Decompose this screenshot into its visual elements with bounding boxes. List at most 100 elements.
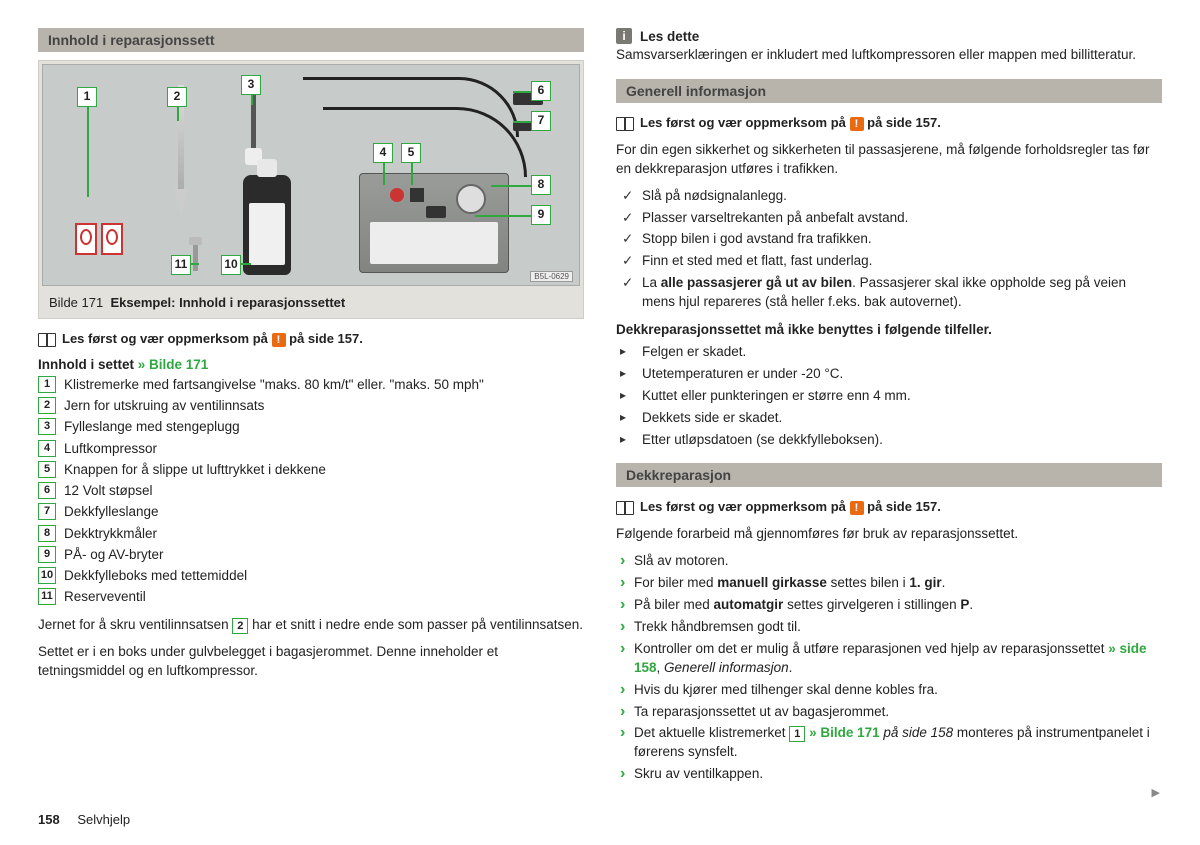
safety-checklist: Slå på nødsignalanlegg. Plasser varseltre… [616, 187, 1162, 312]
callout-11: 11 [171, 255, 191, 275]
list-item: 3 Fylleslange med stengeplugg [38, 418, 584, 436]
list-item: Stopp bilen i god avstand fra trafikken. [616, 230, 1162, 249]
inline-ref-1: 1 [789, 726, 805, 742]
list-item: 6 12 Volt støpsel [38, 482, 584, 500]
callout-8: 8 [531, 175, 551, 195]
item-number: 9 [38, 546, 56, 563]
list-item: 1 Klistremerke med fartsangivelse "maks. … [38, 376, 584, 394]
item-text: Dekktrykkmåler [64, 525, 157, 543]
callout-10: 10 [221, 255, 241, 275]
continue-indicator: ▶ [1152, 786, 1160, 799]
item-text: PÅ- og AV-bryter [64, 546, 164, 564]
item-text: 12 Volt støpsel [64, 482, 153, 500]
kit-item-list: 1 Klistremerke med fartsangivelse "maks. … [38, 376, 584, 606]
diagram-sealant-bottle [243, 175, 291, 275]
inline-ref-2: 2 [232, 618, 248, 634]
list-item: 4 Luftkompressor [38, 440, 584, 458]
list-item: Slå på nødsignalanlegg. [616, 187, 1162, 206]
figure-link[interactable]: » Bilde 171 [138, 357, 209, 372]
page-number: 158 [38, 812, 60, 827]
read-first-right-2: Les først og vær oppmerksom på ! på side… [616, 499, 1162, 515]
list-item: Finn et sted med et flatt, fast underlag… [616, 252, 1162, 271]
page-section: Selvhjelp [77, 812, 130, 827]
list-item: Trekk håndbremsen godt til. [616, 618, 1162, 637]
list-item: 10 Dekkfylleboks med tettemiddel [38, 567, 584, 585]
item-text: Fylleslange med stengeplugg [64, 418, 240, 436]
list-item: På biler med automatgir settes girvelger… [616, 596, 1162, 615]
callout-6: 6 [531, 81, 551, 101]
list-item: Det aktuelle klistremerket 1 » Bilde 171… [616, 724, 1162, 762]
info-note-label: Les dette [640, 29, 699, 44]
kit-diagram: 1 2 3 4 5 6 7 8 9 10 11 [42, 64, 580, 286]
book-icon [616, 115, 634, 131]
item-text: Reserveventil [64, 588, 146, 606]
list-item: 5Knappen for å slippe ut lufttrykket i d… [38, 461, 584, 479]
warning-icon: ! [850, 501, 864, 515]
left-column: Innhold i reparasjonssett 1 2 [38, 28, 584, 794]
diagram-spare-valve [193, 245, 198, 271]
list-item: 2Jern for utskruing av ventilinnsats [38, 397, 584, 415]
caption-prefix: Bilde 171 [49, 295, 103, 310]
figure-caption: Bilde 171 Eksempel: Innhold i reparasjon… [39, 289, 583, 318]
section-header-repair: Dekkreparasjon [616, 463, 1162, 487]
list-item: Hvis du kjører med tilhenger skal denne … [616, 681, 1162, 700]
caption-text: Eksempel: Innhold i reparasjonssettet [110, 295, 345, 310]
figure-link[interactable]: » Bilde 171 [805, 725, 879, 740]
item-text: Klistremerke med fartsangivelse "maks. 8… [64, 376, 484, 394]
list-item: 8 Dekktrykkmåler [38, 525, 584, 543]
prep-steps: Slå av motoren. For biler med manuell gi… [616, 552, 1162, 784]
list-item: Utetemperaturen er under -20 °C. [616, 365, 1162, 384]
item-number: 4 [38, 440, 56, 457]
item-number: 8 [38, 525, 56, 542]
item-number: 6 [38, 482, 56, 499]
notuse-list: Felgen er skadet.Utetemperaturen er unde… [616, 343, 1162, 449]
list-item: For biler med manuell girkasse settes bi… [616, 574, 1162, 593]
item-number: 11 [38, 588, 56, 605]
diagram-compressor [359, 173, 509, 273]
callout-1: 1 [77, 87, 97, 107]
read-first-left: Les først og vær oppmerksom på ! på side… [38, 331, 584, 347]
section-header-kit: Innhold i reparasjonssett [38, 28, 584, 52]
list-item: Plasser varseltrekanten på anbefalt avst… [616, 209, 1162, 228]
list-item: Dekkets side er skadet. [616, 409, 1162, 428]
kit-list-title: Innhold i settet » Bilde 171 [38, 357, 584, 372]
info-note-text: Samsvarserklæringen er inkludert med luf… [616, 46, 1162, 65]
read-first-text: Les først og vær oppmerksom på ! på side… [62, 331, 363, 347]
prep-intro: Følgende forarbeid må gjennomføres før b… [616, 525, 1162, 544]
item-text: Jern for utskruing av ventilinnsats [64, 397, 264, 415]
list-item: Etter utløpsdatoen (se dekkfylleboksen). [616, 431, 1162, 450]
callout-4: 4 [373, 143, 393, 163]
callout-9: 9 [531, 205, 551, 225]
item-number: 3 [38, 418, 56, 435]
diagram-stickers [75, 223, 123, 255]
image-code: B5L-0629 [530, 271, 573, 282]
item-number: 1 [38, 376, 56, 393]
callout-3: 3 [241, 75, 261, 95]
section-header-general: Generell informasjon [616, 79, 1162, 103]
list-item: Kuttet eller punkteringen er større enn … [616, 387, 1162, 406]
callout-5: 5 [401, 143, 421, 163]
page-footer: 158 Selvhjelp [38, 812, 130, 827]
list-item: Kontroller om det er mulig å utføre repa… [616, 640, 1162, 678]
figure-box: 1 2 3 4 5 6 7 8 9 10 11 [38, 60, 584, 319]
callout-2: 2 [167, 87, 187, 107]
warning-icon: ! [850, 117, 864, 131]
item-number: 10 [38, 567, 56, 584]
notuse-title: Dekkreparasjonssettet må ikke benyttes i… [616, 322, 1162, 337]
note-kit-location: Settet er i en boks under gulvbelegget i… [38, 643, 584, 681]
note-valve-tool: Jernet for å skru ventilinnsatsen 2 har … [38, 616, 584, 635]
list-item: Skru av ventilkappen. [616, 765, 1162, 784]
item-number: 5 [38, 461, 56, 478]
list-item: Ta reparasjonssettet ut av bagasjerommet… [616, 703, 1162, 722]
item-text: Luftkompressor [64, 440, 157, 458]
callout-7: 7 [531, 111, 551, 131]
info-note-header: i Les dette [616, 28, 1162, 44]
list-item: 7Dekkfylleslange [38, 503, 584, 521]
list-item: La alle passasjerer gå ut av bilen. Pass… [616, 274, 1162, 312]
item-number: 7 [38, 503, 56, 520]
item-text: Dekkfylleboks med tettemiddel [64, 567, 247, 585]
info-icon: i [616, 28, 632, 44]
list-item: 11 Reserveventil [38, 588, 584, 606]
list-item: Slå av motoren. [616, 552, 1162, 571]
warning-icon: ! [272, 333, 286, 347]
